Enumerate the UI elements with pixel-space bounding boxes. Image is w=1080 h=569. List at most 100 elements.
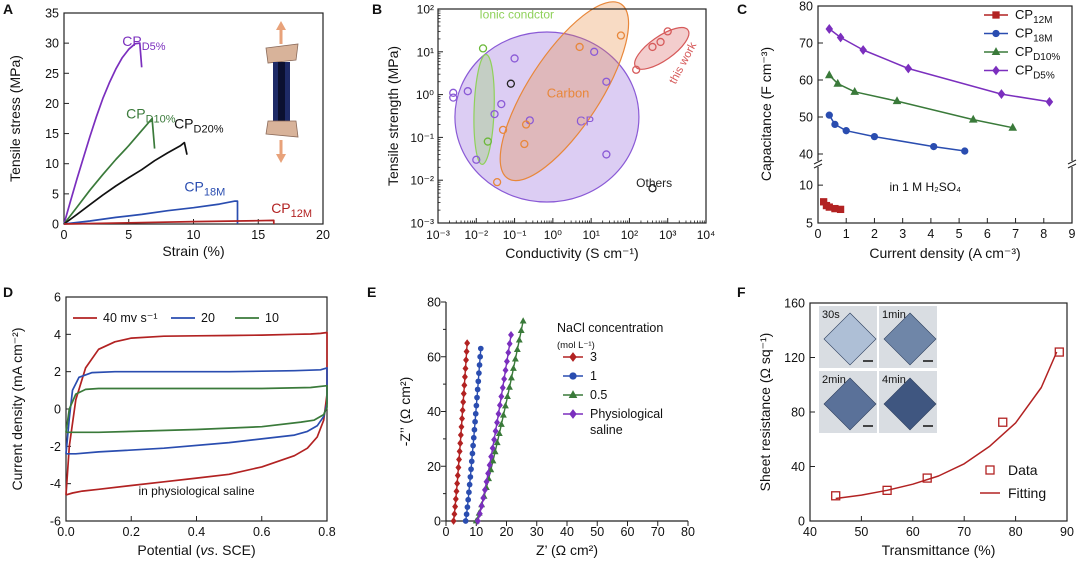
y-tick-label: 10⁻¹	[410, 131, 434, 145]
legend-entry-line2: saline	[590, 423, 623, 437]
impedance-point	[459, 414, 465, 423]
legend-entry-base: CP	[1015, 7, 1033, 22]
x-tick-label: 10³	[659, 228, 676, 242]
x-tick-label: 0.0	[57, 525, 74, 539]
series-label-m18: CP18M	[184, 178, 225, 198]
impedance-point	[464, 504, 471, 510]
y-axis-label: Tensile strength (MPa)	[385, 46, 401, 186]
y-tick-label: 40	[427, 405, 441, 419]
capacitance-line-18M	[828, 114, 965, 152]
y-tick-label: 10	[45, 157, 59, 171]
legend-entry-base: CP	[1015, 44, 1033, 59]
film-sample-icon	[823, 312, 877, 366]
data-point	[498, 125, 508, 135]
impedance-point	[481, 486, 488, 494]
x-tick-label: 10⁻²	[464, 228, 488, 242]
data-point	[922, 473, 932, 483]
y-tick-label: 6	[54, 291, 61, 305]
x-axis-label: Strain (%)	[162, 243, 224, 259]
data-point	[590, 47, 599, 56]
legend-entry: 40 mv s⁻¹	[103, 311, 158, 325]
impedance-point	[464, 339, 471, 347]
x-tick-label: 5	[125, 228, 132, 242]
impedance-point	[475, 378, 482, 385]
legend-marker-data	[985, 465, 995, 475]
data-point	[483, 137, 492, 146]
x-axis-label-part: vs	[200, 542, 214, 558]
impedance-point	[472, 418, 478, 425]
legend-entry: CPD5%	[1015, 63, 1055, 82]
data-point	[510, 54, 519, 63]
axis-break-mark-1a	[1067, 159, 1077, 165]
capacitance-point	[1045, 96, 1054, 107]
impedance-point	[478, 502, 485, 510]
x-tick-label: 90	[1060, 525, 1074, 539]
capacitance-point	[825, 24, 834, 34]
impedance-point	[460, 389, 467, 398]
impedance-point	[467, 474, 474, 480]
impedance-point	[504, 392, 511, 400]
legend-entry: Physiological	[590, 407, 663, 421]
data-point	[506, 79, 516, 88]
impedance-point	[463, 356, 470, 364]
y-axis-label: -Z’’ (Ω cm²)	[397, 377, 413, 447]
data-point	[831, 491, 841, 501]
data-point	[492, 178, 502, 187]
legend-entry: 3	[590, 350, 597, 364]
x-axis-label: Current density (A cm⁻³)	[869, 245, 1020, 261]
impedance-point	[458, 422, 465, 431]
x-tick-label: 0.2	[123, 525, 140, 539]
legend-entry: 10	[265, 311, 279, 325]
legend-entry: Fitting	[1008, 485, 1046, 501]
y-tick-label: 50	[799, 111, 813, 125]
data-point	[449, 93, 458, 102]
region-ionic	[473, 53, 495, 166]
panel-label: C	[737, 1, 747, 17]
panel-b: B 10⁻³ 10⁻² 10⁻¹ 10⁰ 10¹ 10² 10³ 10⁴ 10⁻³ 10⁻² 10⁻¹…	[372, 1, 715, 261]
y-tick-label: 2	[54, 365, 61, 379]
legend-units: (mol L⁻¹)	[557, 340, 595, 351]
data-point	[478, 44, 488, 53]
x-tick-label: 40	[560, 525, 574, 539]
legend-entry: 1	[590, 369, 597, 383]
legend-marker	[569, 409, 577, 419]
y-tick-label: 20	[45, 97, 59, 111]
y-tick-label: 40	[791, 460, 805, 474]
impedance-point	[454, 471, 461, 480]
series-label-m12: CP12M	[271, 200, 312, 220]
x-tick-label: 60	[906, 525, 920, 539]
series-label-d20: CPD20%	[174, 116, 224, 136]
y-tick-label: 10	[799, 179, 813, 193]
series-label-m18-sub: 18M	[204, 186, 225, 198]
film-sample-icon	[823, 377, 877, 431]
x-tick-label: 9	[1069, 227, 1076, 241]
capacitance-point	[824, 70, 834, 79]
impedance-point	[471, 426, 478, 433]
impedance-point	[491, 435, 498, 444]
x-tick-label: 10⁻¹	[503, 228, 527, 242]
impedance-point	[508, 374, 515, 381]
x-tick-label: 0.4	[188, 525, 205, 539]
impedance-point	[499, 411, 507, 418]
cv-loop-40	[65, 331, 328, 496]
data-point	[490, 109, 499, 119]
photo-time-label: 1min	[882, 309, 906, 321]
axis-break-mark-0a	[813, 159, 823, 165]
impedance-point	[452, 502, 459, 511]
capacitance-point	[961, 147, 969, 155]
impedance-point	[502, 402, 509, 409]
stress-strain-curve-d20	[63, 141, 188, 225]
y-tick-label: -2	[50, 440, 61, 454]
y-tick-label: 80	[799, 0, 813, 14]
x-tick-label: 6	[984, 227, 991, 241]
region-label-ionic: Ionic condctor	[479, 7, 554, 21]
impedance-point	[485, 469, 492, 478]
data-point	[656, 37, 665, 47]
impedance-point	[457, 431, 464, 439]
x-axis-label-part: Potential (	[137, 542, 200, 558]
x-tick-label: 10¹	[582, 228, 599, 242]
data-point	[1054, 347, 1064, 357]
inset-photo-0: 30s	[819, 306, 877, 368]
y-axis-label: Sheet resistance (Ω sq⁻¹)	[757, 333, 773, 492]
cv-loop-10	[65, 384, 328, 434]
